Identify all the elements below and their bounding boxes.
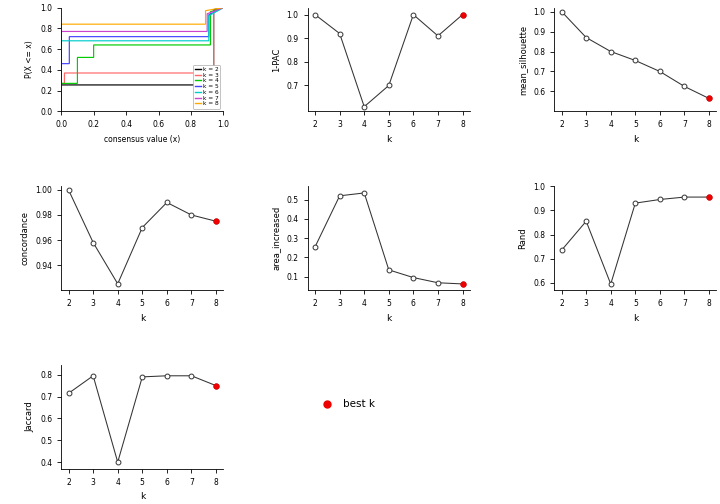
Y-axis label: P(X <= x): P(X <= x) [25,41,35,78]
Text: best k: best k [343,399,375,409]
Y-axis label: 1-PAC: 1-PAC [272,47,281,72]
Legend: k = 2, k = 3, k = 4, k = 5, k = 6, k = 7, k = 8: k = 2, k = 3, k = 4, k = 5, k = 6, k = 7… [193,65,220,108]
Y-axis label: mean_silhouette: mean_silhouette [518,24,528,95]
X-axis label: consensus value (x): consensus value (x) [104,135,181,144]
X-axis label: k: k [140,492,145,501]
X-axis label: k: k [386,135,392,144]
Y-axis label: concordance: concordance [21,211,30,265]
Y-axis label: Rand: Rand [518,227,528,249]
X-axis label: k: k [633,313,638,323]
Y-axis label: area_increased: area_increased [272,206,281,270]
X-axis label: k: k [386,313,392,323]
Y-axis label: Jaccard: Jaccard [25,401,35,432]
X-axis label: k: k [140,313,145,323]
X-axis label: k: k [633,135,638,144]
